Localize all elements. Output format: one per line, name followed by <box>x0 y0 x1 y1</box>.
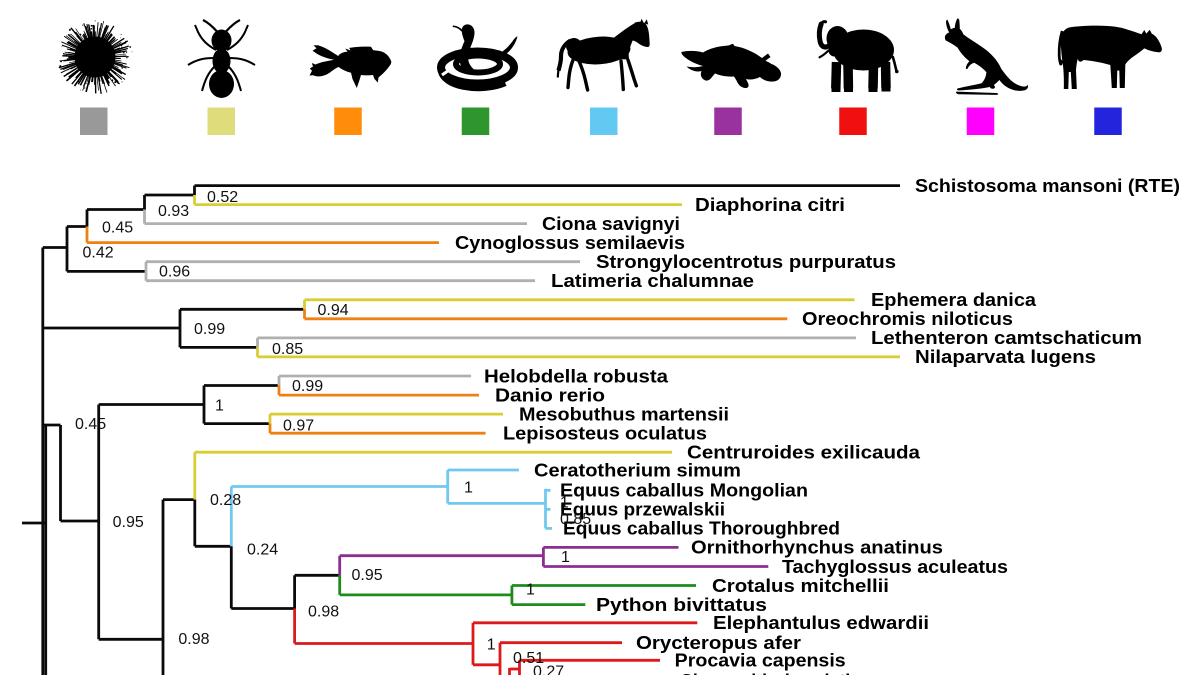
svg-text:Procavia capensis: Procavia capensis <box>675 651 846 671</box>
svg-text:0.28: 0.28 <box>210 492 241 509</box>
svg-text:1: 1 <box>487 637 496 654</box>
svg-text:1: 1 <box>560 494 569 511</box>
svg-text:0.99: 0.99 <box>292 378 323 395</box>
svg-text:1: 1 <box>215 398 224 415</box>
svg-text:Lethenteron camtschaticum: Lethenteron camtschaticum <box>871 328 1142 348</box>
svg-text:0.99: 0.99 <box>194 321 225 338</box>
svg-text:Tachyglossus aculeatus: Tachyglossus aculeatus <box>782 557 1008 577</box>
svg-text:Centruroides exilicauda: Centruroides exilicauda <box>687 443 921 463</box>
svg-text:0.45: 0.45 <box>75 416 106 433</box>
svg-text:Equus caballus Mongolian: Equus caballus Mongolian <box>560 481 808 501</box>
svg-text:0.98: 0.98 <box>178 631 209 648</box>
svg-text:Ciona savignyi: Ciona savignyi <box>542 214 680 234</box>
svg-text:Elephantulus edwardii: Elephantulus edwardii <box>713 613 929 633</box>
svg-text:0.52: 0.52 <box>207 189 238 206</box>
svg-text:0.27: 0.27 <box>533 664 564 675</box>
svg-text:0.24: 0.24 <box>247 541 278 558</box>
svg-text:Lepisosteus oculatus: Lepisosteus oculatus <box>503 424 707 444</box>
svg-text:Ephemera danica: Ephemera danica <box>871 290 1037 310</box>
svg-text:0.51: 0.51 <box>513 650 544 667</box>
svg-text:Oreochromis niloticus: Oreochromis niloticus <box>802 309 1013 329</box>
svg-text:Crotalus mitchellii: Crotalus mitchellii <box>712 576 889 596</box>
svg-text:0.95: 0.95 <box>113 514 144 531</box>
svg-text:Schistosoma mansoni (RTE): Schistosoma mansoni (RTE) <box>915 176 1180 196</box>
svg-text:Ceratotherium simum: Ceratotherium simum <box>534 461 741 481</box>
svg-text:0.45: 0.45 <box>102 220 133 237</box>
svg-text:1: 1 <box>561 549 570 566</box>
svg-text:Danio rerio: Danio rerio <box>495 385 605 405</box>
svg-text:1: 1 <box>526 582 535 599</box>
svg-text:Chrysochloris asiatica: Chrysochloris asiatica <box>680 671 871 675</box>
svg-text:Equus przewalskii: Equus przewalskii <box>560 500 725 520</box>
svg-text:Nilaparvata lugens: Nilaparvata lugens <box>915 347 1096 367</box>
svg-text:0.85: 0.85 <box>272 341 303 358</box>
svg-text:Strongylocentrotus purpuratus: Strongylocentrotus purpuratus <box>596 252 896 272</box>
svg-text:Latimeria chalumnae: Latimeria chalumnae <box>551 271 754 291</box>
svg-text:1: 1 <box>464 479 473 496</box>
svg-text:Helobdella robusta: Helobdella robusta <box>484 366 669 386</box>
svg-text:0.98: 0.98 <box>308 604 339 621</box>
svg-text:Orycteropus afer: Orycteropus afer <box>636 633 801 653</box>
svg-text:0.97: 0.97 <box>283 418 314 435</box>
svg-text:0.95: 0.95 <box>352 567 383 584</box>
svg-text:Ornithorhynchus anatinus: Ornithorhynchus anatinus <box>691 538 943 558</box>
svg-text:Diaphorina citri: Diaphorina citri <box>695 195 845 215</box>
svg-text:0.93: 0.93 <box>158 203 189 220</box>
svg-text:0.94: 0.94 <box>318 302 349 319</box>
svg-text:Python bivittatus: Python bivittatus <box>596 595 767 615</box>
svg-text:Equus caballus Thoroughbred: Equus caballus Thoroughbred <box>563 519 840 539</box>
svg-text:Cynoglossus semilaevis: Cynoglossus semilaevis <box>455 233 685 253</box>
svg-text:0.42: 0.42 <box>83 245 114 262</box>
svg-text:Mesobuthus martensii: Mesobuthus martensii <box>519 404 729 424</box>
svg-text:0.85: 0.85 <box>560 511 591 528</box>
svg-text:0.96: 0.96 <box>159 263 190 280</box>
